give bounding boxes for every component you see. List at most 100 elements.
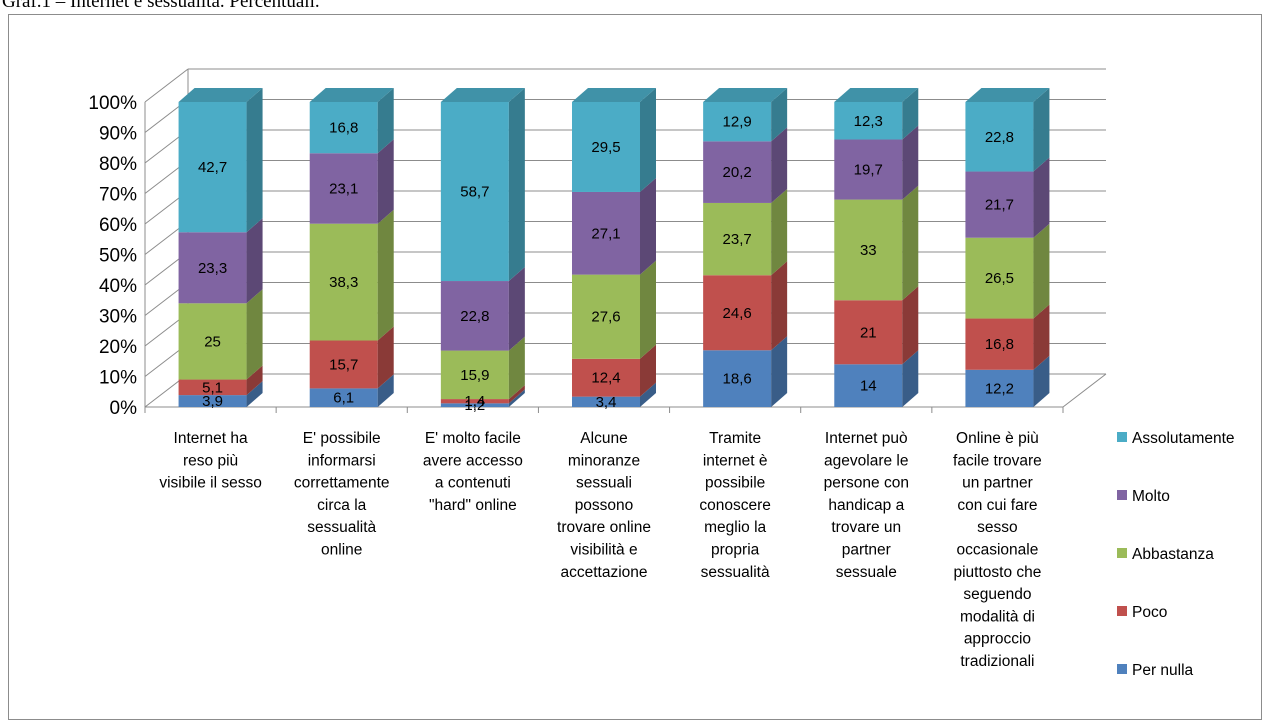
bar-segment: [309, 340, 378, 389]
chart-frame: [8, 14, 1262, 720]
bar-segment-side: [902, 88, 919, 140]
bars: [178, 88, 1050, 407]
category-label-line: trovare un: [831, 519, 901, 536]
category-label-line: sessuali: [576, 475, 632, 492]
bar-segment: [965, 369, 1034, 407]
data-label: 19,7: [854, 162, 883, 179]
y-tick-label: 90%: [99, 124, 137, 145]
category-label-line: piuttosto che: [953, 564, 1041, 581]
bar-segment-side: [377, 139, 394, 224]
category-label-line: persone con: [824, 475, 909, 492]
y-tick-label: 0%: [110, 398, 138, 419]
category-label-line: sessuale: [836, 564, 897, 581]
bar-segment-side: [640, 177, 656, 275]
category-label-line: sessualità: [307, 519, 376, 536]
bar-segment-side: [246, 218, 263, 304]
category-label-line: a contenuti: [435, 475, 511, 492]
category-label-line: Online è più: [956, 430, 1039, 447]
category-label: Online è più facile trovare un partner con …: [953, 430, 1042, 670]
category-label-line: possibile: [705, 475, 765, 492]
bar-segment-side: [1033, 355, 1050, 407]
data-label: 26,5: [985, 270, 1014, 287]
category-label: Tramite internet è possibile conoscere megli…: [699, 430, 771, 581]
data-label: 23,7: [723, 231, 752, 248]
legend-label: Abbastanza: [1132, 546, 1214, 563]
bar-segment: [178, 102, 247, 233]
bar-segment-side: [771, 88, 788, 142]
legend-label: Per nulla: [1132, 662, 1194, 679]
data-label: 24,6: [723, 305, 752, 322]
data-label: 21: [860, 324, 877, 341]
data-label: 27,6: [591, 309, 620, 326]
bar-segment: [178, 379, 247, 396]
data-label: 12,2: [985, 380, 1014, 397]
category-label-line: E' molto facile: [425, 430, 521, 447]
bar-segment: [572, 396, 640, 407]
data-label: 15,7: [329, 356, 358, 373]
category-label-line: informarsi: [308, 452, 376, 469]
bar-segment: [309, 388, 378, 407]
category-label-line: facile trovare: [953, 452, 1042, 469]
category-label-line: un partner: [962, 475, 1033, 492]
bar-segment: [965, 171, 1034, 238]
category-label-line: agevolare le: [824, 452, 908, 469]
category-label-line: possono: [575, 497, 634, 514]
category-label-line: Internet può: [825, 430, 908, 447]
data-labels: 3,95,1 25 23,3 42,7 6,1 15,7 38,3 23,1 16,8 1,21,…: [198, 113, 1014, 414]
data-label: 16,8: [329, 120, 358, 137]
bar-segment: [572, 274, 640, 359]
legend: Assolutamente Molto Abbastanza Poco Per null…: [1117, 430, 1235, 679]
bar-segment-side: [902, 125, 919, 200]
chart-caption: Graf.1 – Internet e sessualità. Percentu…: [2, 0, 320, 12]
category-label-line: reso più: [183, 452, 238, 469]
bar-segment-side: [771, 127, 788, 203]
legend-swatch: [1117, 606, 1127, 616]
data-label: 22,8: [460, 308, 489, 325]
category-label-line: propria: [711, 542, 760, 559]
category-label: Internet ha reso più visibile il sesso: [159, 430, 262, 492]
bar-segment: [178, 303, 247, 380]
bar-segment-side: [771, 261, 788, 351]
category-label-line: Tramite: [709, 430, 761, 447]
category-label-line: circa la: [317, 497, 366, 514]
data-label: 1,2: [464, 397, 485, 414]
legend-swatch: [1117, 548, 1127, 558]
category-label-line: conoscere: [699, 497, 771, 514]
bar-segment: [703, 275, 772, 351]
data-label: 15,9: [460, 367, 489, 384]
bar-segment: [178, 395, 247, 407]
bar-segment-side: [902, 185, 919, 301]
data-label: 5,1: [202, 379, 223, 396]
data-label: 29,5: [591, 139, 620, 156]
data-label: 18,6: [723, 371, 752, 388]
bar-segment: [965, 102, 1034, 172]
bar-segment: [309, 153, 378, 224]
data-label: 20,2: [723, 164, 752, 181]
bar-segment: [309, 102, 378, 154]
data-label: 23,1: [329, 180, 358, 197]
data-label: 22,8: [985, 129, 1014, 146]
bar-segment-side: [377, 374, 394, 407]
bar-segment: [440, 350, 509, 400]
bar-segment-side: [508, 336, 525, 400]
legend-swatch: [1117, 664, 1127, 674]
category-label-line: E' possibile: [303, 430, 381, 447]
category-label-line: seguendo: [963, 586, 1031, 603]
category-label-line: minoranze: [568, 452, 640, 469]
bar-segment-side: [640, 344, 656, 397]
y-tick-label: 50%: [99, 246, 137, 267]
bar-segment: [703, 202, 772, 276]
category-label-line: tradizionali: [960, 653, 1034, 670]
data-label: 58,7: [460, 184, 489, 201]
data-label: 1,4: [464, 393, 485, 410]
bar-segment: [703, 102, 772, 142]
data-label: 3,9: [202, 393, 223, 410]
y-tick-label: 10%: [99, 368, 137, 389]
category-label: Internet può agevolare le persone con handi…: [824, 430, 909, 581]
category-label-line: partner: [842, 542, 891, 559]
data-label: 12,3: [854, 113, 883, 130]
bar-segment: [965, 237, 1034, 319]
bar-segment: [572, 191, 640, 275]
bar-segment: [834, 300, 903, 365]
y-tick-label: 30%: [99, 307, 137, 328]
